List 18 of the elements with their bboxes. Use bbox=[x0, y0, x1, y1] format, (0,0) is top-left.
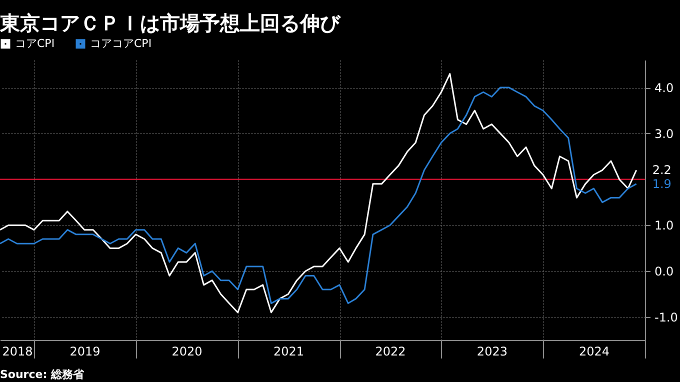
data-label: 1.9 bbox=[652, 176, 672, 191]
legend-label: コアコアCPI bbox=[90, 36, 152, 50]
x-tick-label: 2021 bbox=[273, 344, 304, 358]
x-tick-label: 2022 bbox=[375, 344, 406, 358]
x-tick-label: 2024 bbox=[578, 344, 610, 358]
x-tick-label: 2019 bbox=[70, 344, 100, 358]
y-tick-label: -1.0 bbox=[654, 310, 678, 325]
legend-label: コアCPI bbox=[15, 36, 55, 50]
y-tick-label: 0.0 bbox=[654, 264, 674, 279]
x-tick-label: 2023 bbox=[476, 344, 508, 358]
y-tick-label: 1.0 bbox=[654, 218, 674, 233]
data-label: 2.2 bbox=[652, 163, 672, 178]
y-tick-label: 3.0 bbox=[654, 126, 674, 141]
source-note: Source: 総務省 bbox=[0, 368, 85, 381]
y-tick-label: 4.0 bbox=[654, 81, 674, 96]
x-tick-label: 2020 bbox=[172, 344, 202, 358]
chart-title: 東京コアＣＰＩは市場予想上回る伸び bbox=[0, 11, 341, 35]
x-tick-label: 2018 bbox=[2, 344, 33, 358]
